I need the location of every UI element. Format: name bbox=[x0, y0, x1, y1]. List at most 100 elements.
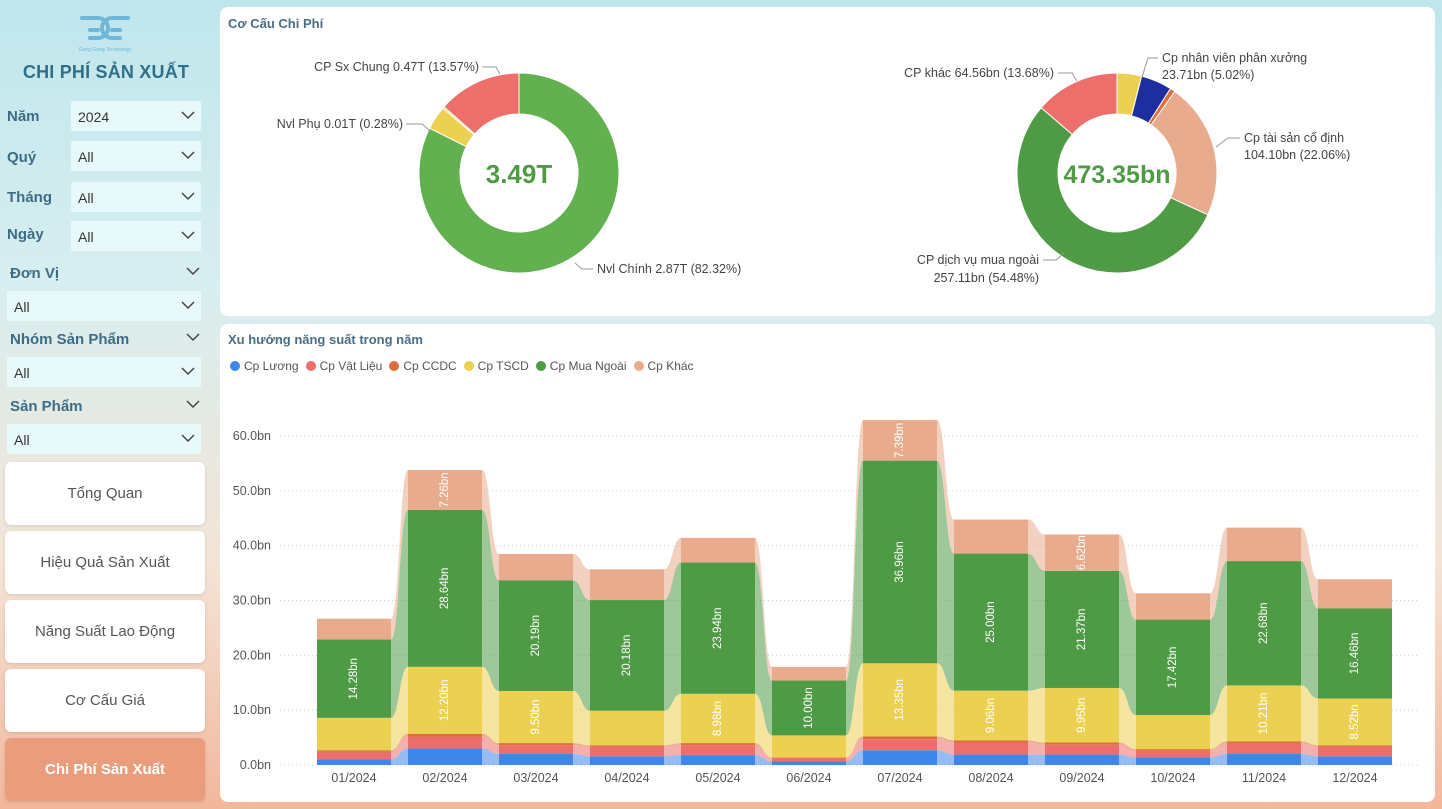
donut2-label-nhan-vien-1: Cp nhân viên phân xưởng bbox=[1162, 51, 1307, 65]
filter-label-day: Ngày bbox=[7, 226, 44, 243]
ribbon-Cp Vật Liệu bbox=[664, 745, 681, 757]
day-select[interactable]: All bbox=[71, 221, 201, 251]
bar-segment-Cp Mua Ngoài bbox=[863, 460, 937, 664]
legend-label: Cp Vật Liệu bbox=[319, 359, 383, 373]
chevron-down-icon bbox=[181, 301, 195, 310]
ribbon-Cp TSCD bbox=[846, 663, 863, 758]
chevron-down-icon bbox=[181, 111, 195, 120]
filter-label-quarter: Quý bbox=[7, 149, 37, 166]
ribbon-Cp Lương bbox=[664, 755, 681, 765]
ribbon-Cp Vật Liệu bbox=[391, 736, 408, 760]
ribbon-Cp Mua Ngoài bbox=[1119, 570, 1136, 716]
x-tick-label: 06/2024 bbox=[786, 771, 831, 785]
bar-segment-Cp TSCD bbox=[772, 735, 846, 758]
bar-segment-Cp Vật Liệu bbox=[1227, 743, 1301, 755]
chevron-down-icon[interactable] bbox=[186, 266, 200, 276]
ribbon-Cp Lương bbox=[1301, 754, 1318, 765]
trend-panel: Xu hướng năng suất trong năm Cp Lương Cp … bbox=[220, 324, 1435, 802]
ribbon-Cp CCDC bbox=[1028, 740, 1045, 745]
quarter-select[interactable]: All bbox=[71, 141, 201, 171]
data-label: 8.98bn bbox=[712, 701, 724, 736]
donut2-label-dich-vu-2: 257.11bn (54.48%) bbox=[934, 271, 1039, 285]
product-select[interactable]: All bbox=[7, 424, 201, 454]
bar-segment-Cp TSCD bbox=[954, 690, 1028, 741]
ribbon-Cp CCDC bbox=[1301, 741, 1318, 747]
legend-item[interactable]: Cp Lương bbox=[230, 359, 299, 373]
ribbon-Cp Mua Ngoài bbox=[755, 562, 772, 736]
quarter-select-value: All bbox=[78, 149, 94, 165]
cost-structure-title: Cơ Cấu Chi Phí bbox=[228, 16, 324, 31]
ribbon-Cp TSCD bbox=[755, 693, 772, 758]
bar-segment-Cp Lương bbox=[1045, 754, 1119, 765]
bar-segment-Cp CCDC bbox=[1045, 742, 1119, 745]
donut2-label-nhan-vien-2: 23.71bn (5.02%) bbox=[1162, 68, 1254, 82]
legend-dot-icon bbox=[305, 361, 316, 371]
product-group-select[interactable]: All bbox=[7, 357, 201, 387]
bar-segment-Cp Lương bbox=[954, 754, 1028, 765]
ribbon-Cp Khác bbox=[937, 420, 954, 554]
data-label: 22.68bn bbox=[1258, 602, 1270, 644]
bar-segment-Cp CCDC bbox=[1136, 749, 1210, 751]
bar-segment-Cp Lương bbox=[1227, 754, 1301, 765]
cost-donut-charts: 3.49T CP Sx Chung 0.47T (13.57%) Nvl Phụ 0… bbox=[277, 51, 1351, 285]
nav-overview-button[interactable]: Tổng Quan bbox=[5, 462, 205, 525]
donut1-leader bbox=[482, 66, 501, 75]
filter-label-year: Năm bbox=[7, 108, 40, 125]
year-select[interactable]: 2024 bbox=[71, 101, 201, 131]
y-tick-label: 60.0bn bbox=[233, 429, 271, 443]
chevron-down-icon[interactable] bbox=[186, 332, 200, 342]
app-title: CHI PHÍ SẢN XUẤT bbox=[22, 62, 190, 82]
product-group-select-value: All bbox=[14, 365, 30, 381]
month-select[interactable]: All bbox=[71, 182, 201, 212]
ribbon-Cp Mua Ngoài bbox=[391, 509, 408, 718]
ribbon-Cp TSCD bbox=[1028, 687, 1045, 743]
filter-label-product: Sản Phẩm bbox=[10, 398, 83, 415]
month-select-value: All bbox=[78, 190, 94, 206]
donut1-label-sx-chung: CP Sx Chung 0.47T (13.57%) bbox=[314, 60, 479, 74]
bar-segment-Cp Mua Ngoài bbox=[1227, 561, 1301, 686]
nav-production-cost-button[interactable]: Chi Phí Sản Xuất bbox=[5, 738, 205, 801]
nav-price-structure-button[interactable]: Cơ Cấu Giá bbox=[5, 669, 205, 732]
bar-segment-Cp Mua Ngoài bbox=[590, 600, 664, 711]
legend-item[interactable]: Cp CCDC bbox=[389, 359, 457, 373]
nav-labor-productivity-button[interactable]: Năng Suất Lao Động bbox=[5, 600, 205, 663]
bar-segment-Cp TSCD bbox=[1227, 685, 1301, 742]
nav-production-efficiency-label: Hiệu Quả Sản Xuất bbox=[40, 554, 170, 571]
bar-segment-Cp TSCD bbox=[408, 666, 482, 734]
bar-segment-Cp Khác bbox=[1318, 579, 1392, 609]
ribbon-Cp TSCD bbox=[1119, 687, 1136, 750]
ribbon-Cp TSCD bbox=[937, 663, 954, 741]
bar-segment-Cp TSCD bbox=[863, 663, 937, 737]
bar-segment-Cp Mua Ngoài bbox=[1045, 570, 1119, 688]
ribbon-Cp Mua Ngoài bbox=[1210, 561, 1227, 716]
nav-production-efficiency-button[interactable]: Hiệu Quả Sản Xuất bbox=[5, 531, 205, 594]
sidebar: Gong Gong Technology CHI PHÍ SẢN XUẤT Nă… bbox=[0, 0, 212, 809]
ribbon-Cp CCDC bbox=[391, 733, 408, 752]
unit-select[interactable]: All bbox=[7, 291, 201, 321]
chevron-down-icon bbox=[181, 192, 195, 201]
x-tick-label: 08/2024 bbox=[968, 771, 1013, 785]
ribbon-Cp Lương bbox=[755, 755, 772, 765]
legend-item[interactable]: Cp Vật Liệu bbox=[305, 359, 383, 373]
ribbon-Cp Khác bbox=[664, 537, 681, 601]
legend-item[interactable]: Cp Khác bbox=[633, 359, 694, 373]
ribbon-Cp Khác bbox=[1301, 527, 1318, 609]
bar-segment-Cp CCDC bbox=[1318, 745, 1392, 747]
x-tick-label: 03/2024 bbox=[513, 771, 558, 785]
data-label: 28.64bn bbox=[439, 568, 451, 610]
legend-item[interactable]: Cp Mua Ngoài bbox=[535, 359, 627, 373]
bar-segment-Cp Lương bbox=[772, 761, 846, 765]
ribbon-Cp TSCD bbox=[391, 666, 408, 751]
ribbon-Cp TSCD bbox=[1210, 685, 1227, 750]
legend-item[interactable]: Cp TSCD bbox=[463, 359, 529, 373]
chevron-down-icon[interactable] bbox=[186, 399, 200, 409]
nav-overview-label: Tổng Quan bbox=[67, 485, 143, 502]
donut2-slice bbox=[1040, 72, 1118, 136]
unit-select-value: All bbox=[14, 299, 30, 315]
data-label: 21.37bn bbox=[1076, 609, 1088, 651]
donut2-slice bbox=[1016, 106, 1209, 274]
bar-segment-Cp Vật Liệu bbox=[863, 739, 937, 751]
ribbon-Cp TSCD bbox=[573, 690, 590, 746]
bar-segment-Cp Khác bbox=[1136, 593, 1210, 620]
bar-segment-Cp Mua Ngoài bbox=[499, 580, 573, 691]
